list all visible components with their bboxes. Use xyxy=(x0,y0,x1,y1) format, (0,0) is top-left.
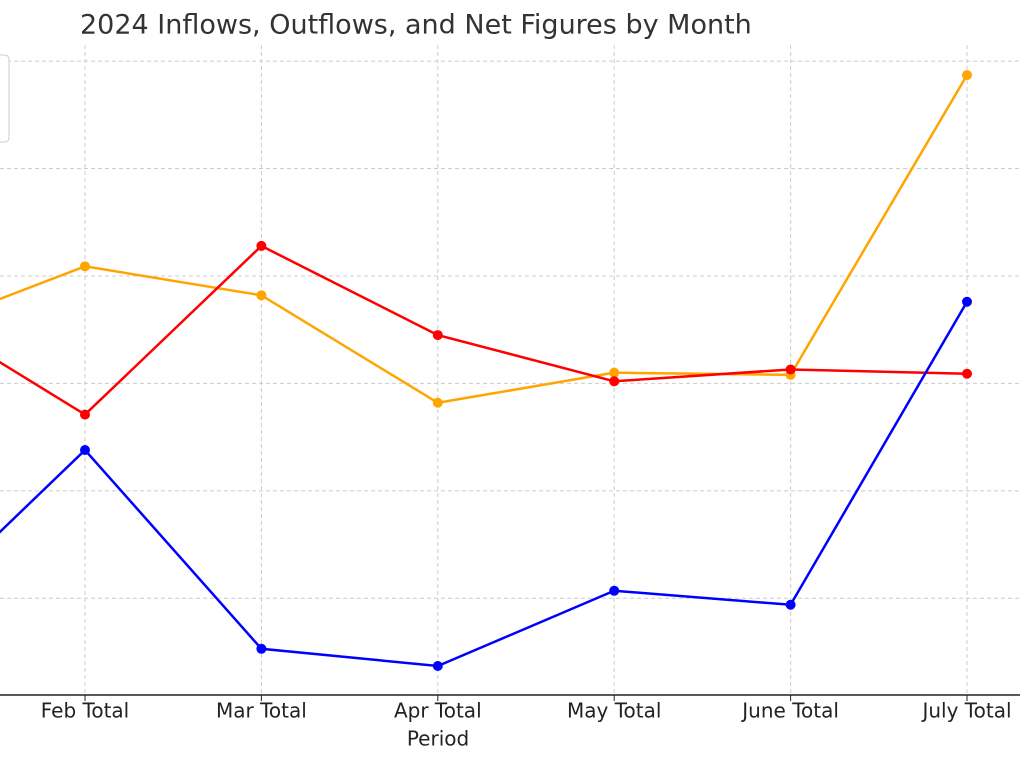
data-point xyxy=(432,660,443,671)
series-line xyxy=(0,74,969,405)
x-tick-label: July Total xyxy=(920,699,1011,723)
data-point xyxy=(609,585,620,596)
chart-title: 2024 Inflows, Outflows, and Net Figures … xyxy=(80,10,752,41)
data-point xyxy=(256,290,267,301)
x-tick-label: June Total xyxy=(740,699,839,723)
data-point xyxy=(785,364,796,375)
x-tick-label: Apr Total xyxy=(394,699,482,723)
data-point xyxy=(609,376,620,387)
x-tick-label: Mar Total xyxy=(216,699,307,723)
data-point xyxy=(962,70,972,81)
x-tick-label: May Total xyxy=(567,699,661,723)
data-point xyxy=(609,367,620,378)
legend-box xyxy=(0,54,10,143)
data-point xyxy=(962,296,972,307)
data-point xyxy=(432,397,443,408)
data-point xyxy=(256,643,267,654)
data-point xyxy=(256,240,267,251)
data-point xyxy=(80,409,90,420)
data-point xyxy=(80,445,90,456)
x-axis-label: Period xyxy=(407,727,469,751)
data-point xyxy=(785,599,796,610)
data-point xyxy=(432,330,443,341)
data-point xyxy=(962,368,972,379)
data-point xyxy=(80,261,90,272)
x-tick-label: Feb Total xyxy=(41,699,129,723)
series-line xyxy=(0,244,968,417)
